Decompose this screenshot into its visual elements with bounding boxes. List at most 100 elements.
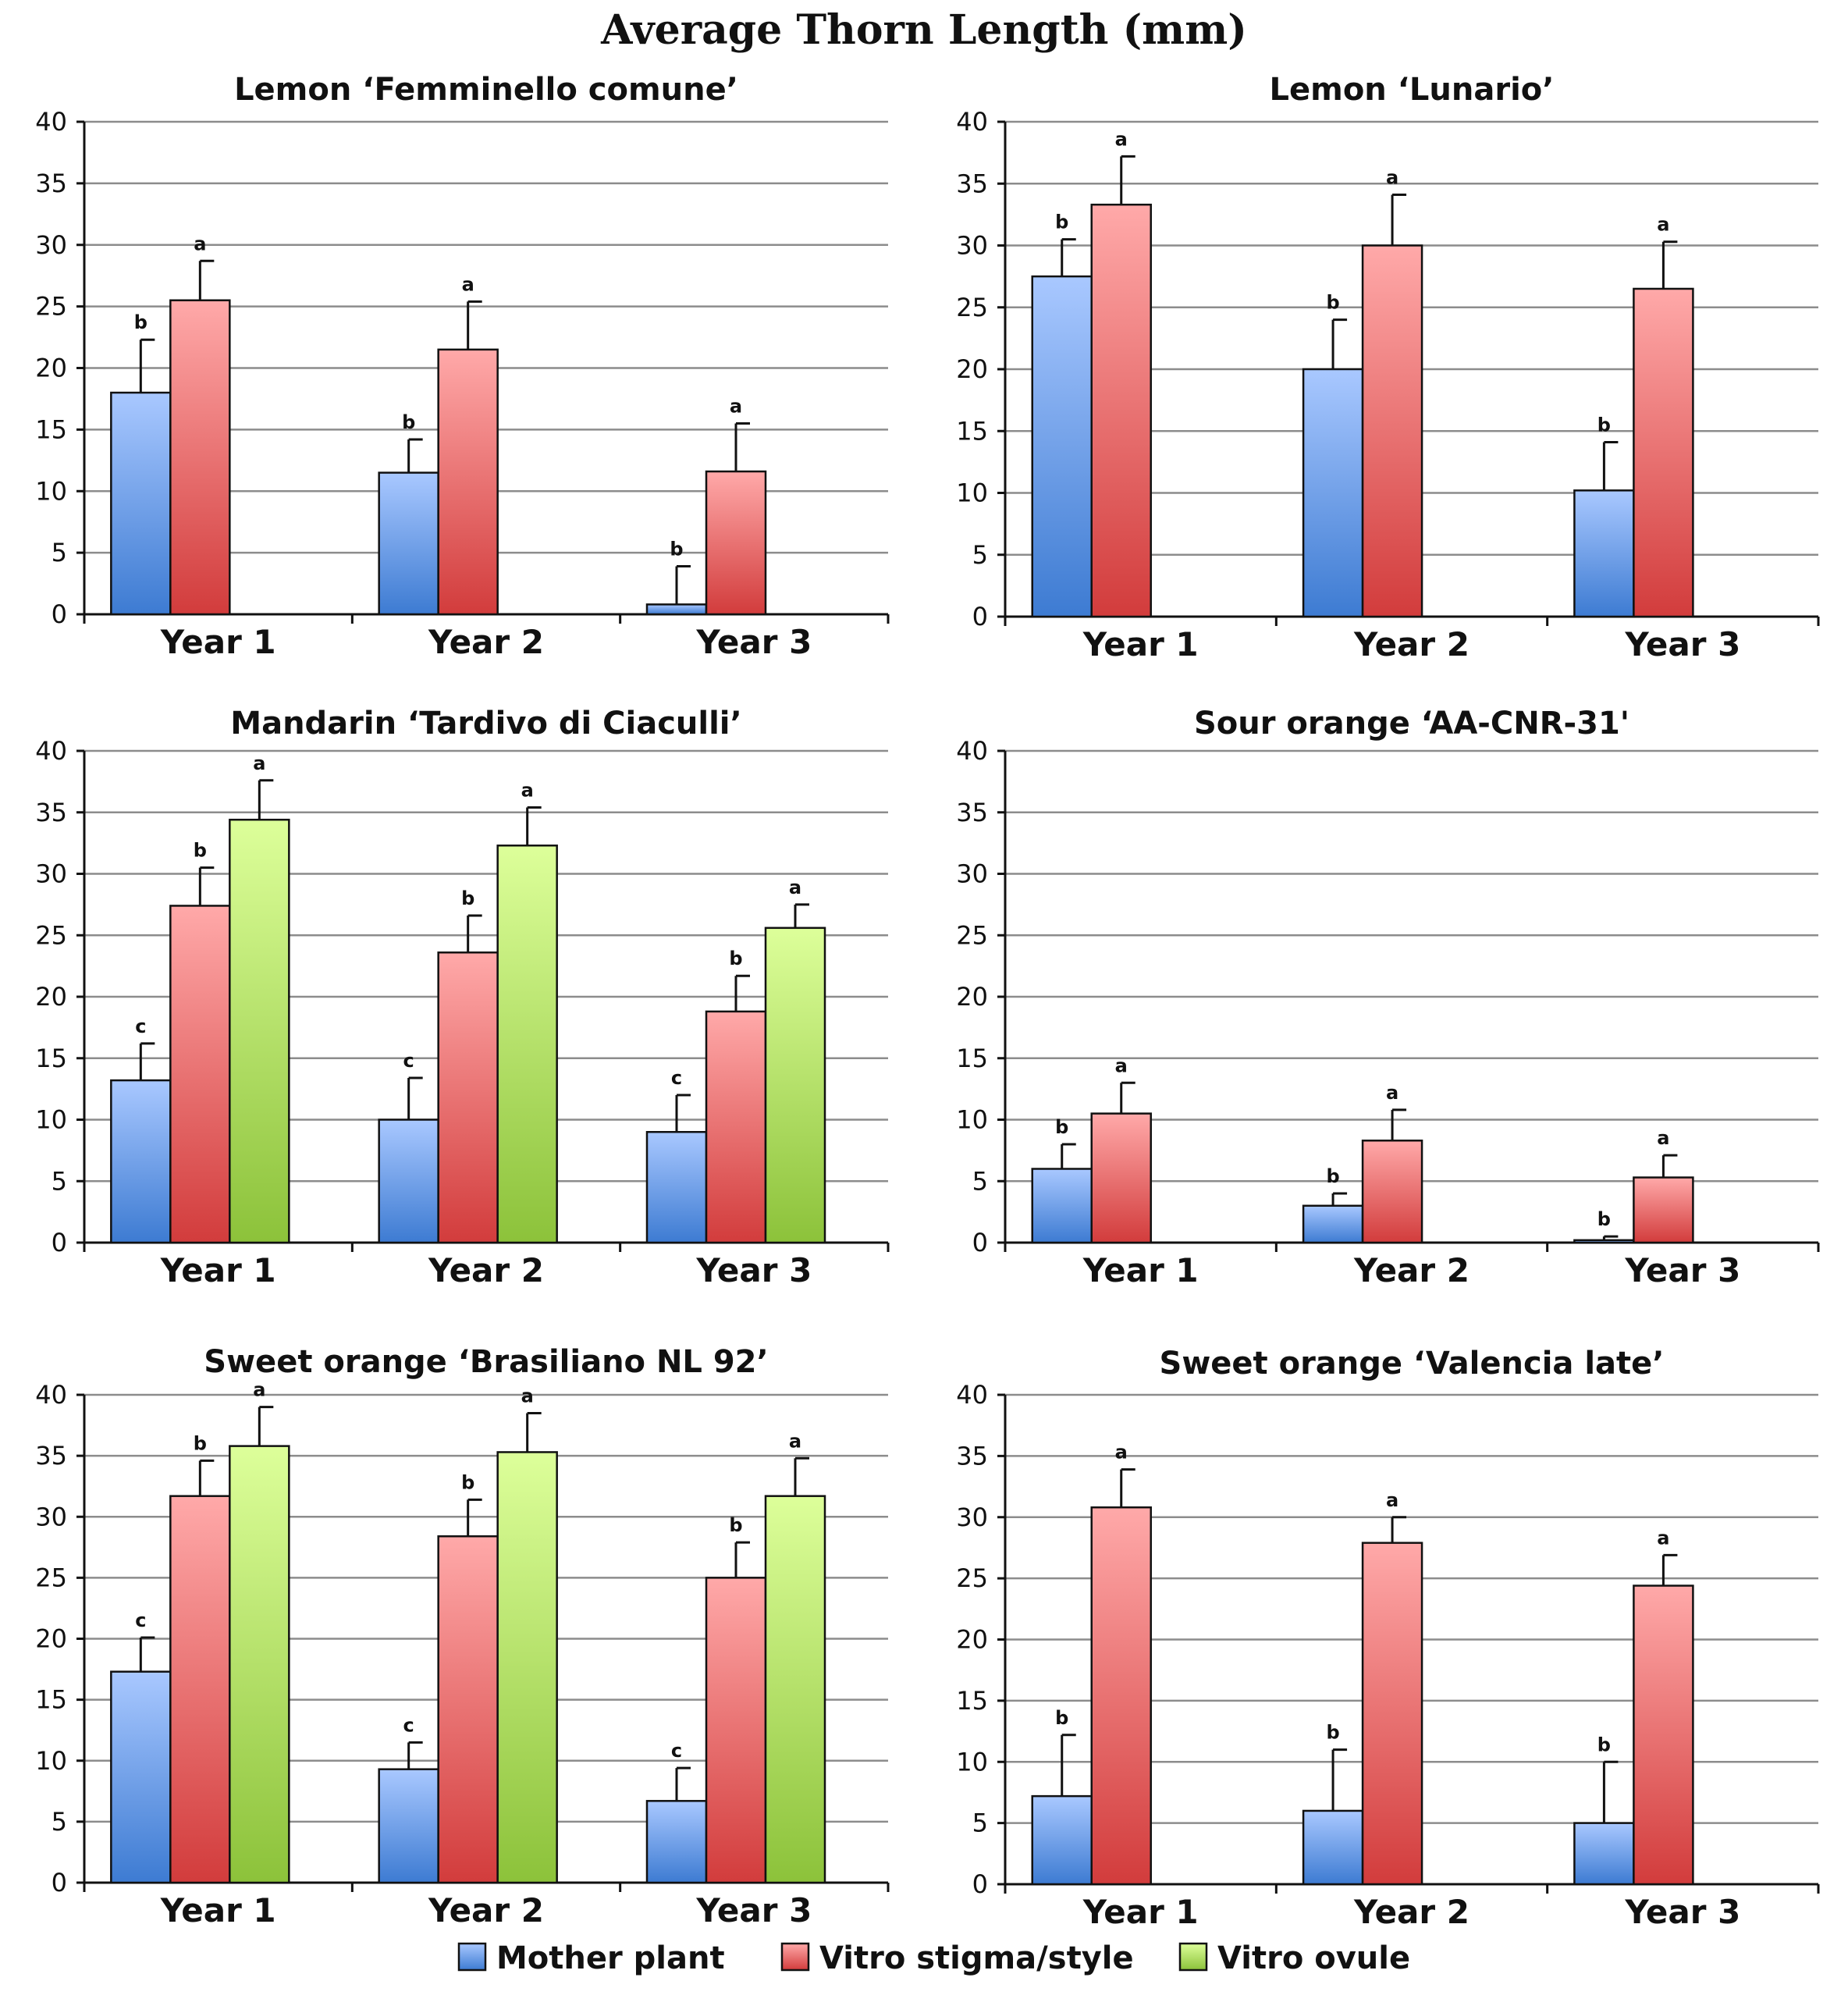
y-tick-label: 20 xyxy=(956,1625,988,1655)
bar-mother-plant xyxy=(1302,1809,1364,1886)
y-tick-label: 25 xyxy=(956,293,988,322)
significance-letter: a xyxy=(1657,1127,1669,1149)
error-bar xyxy=(258,1406,274,1446)
bar-vitro-stigma-style xyxy=(1361,1542,1423,1886)
panel-title: Sweet orange ‘Valencia late’ xyxy=(1160,1346,1665,1382)
chart-panel-5: Sweet orange ‘Brasiliano NL 92’ 0 5 10 15 20 2… xyxy=(35,1344,890,1929)
significance-letter: b xyxy=(194,840,207,862)
bar-mother-plant xyxy=(645,1131,708,1244)
bar-vitro-stigma-style xyxy=(437,1535,499,1884)
error-bar xyxy=(1661,1154,1678,1178)
legend-swatch-vitro-ovule xyxy=(1178,1942,1208,1972)
y-tick-label: 20 xyxy=(35,1624,67,1654)
bar-vitro-stigma-style xyxy=(169,299,231,616)
y-tick-label: 0 xyxy=(52,599,67,629)
significance-letter: c xyxy=(671,1740,682,1762)
bar-mother-plant xyxy=(110,391,172,616)
y-tick-label: 25 xyxy=(35,292,67,322)
significance-letter: b xyxy=(1597,414,1611,436)
y-tick-label: 30 xyxy=(35,859,67,889)
y-tick-label: 5 xyxy=(52,1807,67,1837)
significance-letter: a xyxy=(462,273,474,295)
bar-vitro-stigma-style xyxy=(705,1577,767,1884)
bar-vitro-ovule xyxy=(496,845,558,1244)
error-bar xyxy=(1331,1748,1348,1811)
bar-mother-plant xyxy=(1573,1822,1635,1886)
significance-letter: a xyxy=(253,1379,265,1401)
legend-label-mother-plant: Mother plant xyxy=(496,1940,725,1976)
significance-letter: a xyxy=(1115,1442,1128,1464)
x-category-label: Year 1 xyxy=(160,623,276,661)
y-tick-label: 15 xyxy=(35,1685,67,1715)
significance-letter: a xyxy=(789,877,801,898)
y-tick-label: 0 xyxy=(972,1228,988,1257)
x-category-label: Year 2 xyxy=(428,623,544,661)
y-tick-label: 35 xyxy=(35,798,67,827)
bar-vitro-stigma-style xyxy=(437,348,499,616)
bar-mother-plant xyxy=(645,1800,708,1884)
significance-letter: b xyxy=(1597,1208,1611,1230)
bar-vitro-stigma-style xyxy=(169,1495,231,1884)
error-bar xyxy=(1661,240,1678,289)
y-tick-label: 40 xyxy=(35,107,67,137)
error-bar xyxy=(1661,1553,1678,1586)
significance-letter: a xyxy=(730,395,742,417)
y-tick-label: 35 xyxy=(956,1441,988,1471)
figure-title: Average Thorn Length (mm) xyxy=(600,6,1247,54)
panel-title: Lemon ‘Femminello comune’ xyxy=(234,72,738,108)
y-tick-label: 40 xyxy=(956,1380,988,1410)
significance-letter: b xyxy=(461,1471,474,1493)
error-bar xyxy=(1602,1760,1619,1823)
y-tick-label: 35 xyxy=(956,169,988,198)
error-bar xyxy=(734,421,750,472)
bar-mother-plant xyxy=(1302,1204,1364,1244)
significance-letter: b xyxy=(461,887,474,909)
error-bar xyxy=(526,806,542,846)
error-bar xyxy=(1391,194,1407,246)
significance-letter: b xyxy=(1597,1734,1611,1755)
y-tick-label: 40 xyxy=(956,736,988,766)
error-bar xyxy=(258,779,274,820)
error-bar xyxy=(407,1076,423,1120)
significance-letter: b xyxy=(670,538,683,560)
error-bar xyxy=(407,438,423,473)
y-tick-label: 10 xyxy=(956,1105,988,1135)
error-bar xyxy=(139,1042,155,1081)
chart-panel-3: Mandarin ‘Tardivo di Ciaculli’ 0 5 10 15 20 25… xyxy=(35,706,890,1289)
bar-vitro-stigma-style xyxy=(705,1010,767,1244)
y-tick-label: 5 xyxy=(972,540,988,570)
x-category-label: Year 3 xyxy=(695,1891,812,1929)
x-category-label: Year 1 xyxy=(1082,1893,1199,1931)
error-bar xyxy=(526,1411,542,1453)
error-bar xyxy=(794,1456,809,1496)
error-bar xyxy=(1602,1235,1619,1240)
y-tick-label: 5 xyxy=(972,1808,988,1838)
bar-mother-plant xyxy=(1573,1239,1635,1244)
significance-letter: a xyxy=(1386,167,1398,189)
significance-letter: a xyxy=(521,1385,534,1407)
significance-letter: b xyxy=(729,948,742,969)
legend-label-vitro-stigma-style: Vitro stigma/style xyxy=(819,1940,1134,1976)
y-tick-label: 0 xyxy=(52,1868,67,1897)
y-tick-label: 20 xyxy=(956,354,988,384)
significance-letter: c xyxy=(403,1714,414,1736)
error-bar xyxy=(1391,1108,1407,1141)
bar-vitro-ovule xyxy=(229,1445,290,1884)
error-bar xyxy=(1602,441,1619,491)
bar-vitro-stigma-style xyxy=(1090,1506,1152,1886)
bar-vitro-ovule xyxy=(764,1495,826,1884)
error-bar xyxy=(794,903,809,928)
chart-panel-2: Lemon ‘Lunario’ 0 5 10 15 20 25 30 35 40 Year 1 b a Y… xyxy=(956,72,1820,663)
significance-letter: a xyxy=(1657,1527,1669,1549)
bar-mother-plant xyxy=(1031,1168,1093,1244)
error-bar xyxy=(198,259,215,301)
y-tick-label: 30 xyxy=(35,230,67,260)
error-bar xyxy=(734,974,750,1012)
y-tick-label: 5 xyxy=(52,1166,67,1196)
legend-swatch-vitro-stigma-style xyxy=(780,1942,810,1972)
error-bar xyxy=(467,914,482,953)
significance-letter: b xyxy=(1326,292,1339,314)
bar-mother-plant xyxy=(378,1768,439,1884)
significance-letter: c xyxy=(135,1015,146,1037)
